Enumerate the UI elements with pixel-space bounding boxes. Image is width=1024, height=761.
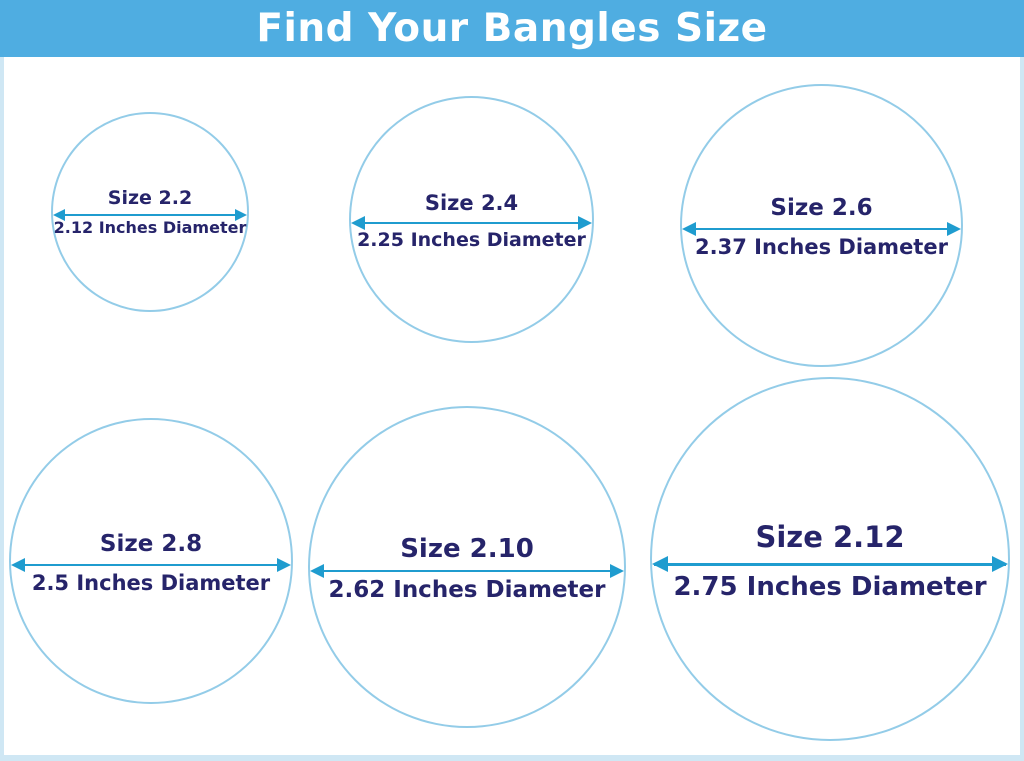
diameter-label: 2.12 Inches Diameter xyxy=(53,218,247,237)
arrowhead-right-icon xyxy=(235,209,247,221)
bangle-circle xyxy=(51,112,249,312)
diameter-label: 2.75 Inches Diameter xyxy=(673,571,987,602)
diameter-arrow xyxy=(652,556,1008,573)
arrowhead-left-icon xyxy=(652,556,668,573)
page-title: Find Your Bangles Size xyxy=(256,6,768,51)
arrowhead-right-icon xyxy=(992,556,1008,573)
size-label: Size 2.12 xyxy=(755,519,905,554)
diameter-label: 2.62 Inches Diameter xyxy=(328,577,606,604)
bangle-size-2-4: Size 2.4 2.25 Inches Diameter xyxy=(349,96,594,343)
size-label: Size 2.8 xyxy=(99,530,203,557)
diameter-label: 2.25 Inches Diameter xyxy=(357,228,586,251)
diameter-arrow xyxy=(53,209,247,221)
header-bar: Find Your Bangles Size xyxy=(0,0,1024,57)
arrowhead-right-icon xyxy=(277,557,291,572)
size-label: Size 2.4 xyxy=(424,190,519,215)
arrowhead-left-icon xyxy=(53,209,65,221)
bangle-size-2-8: Size 2.8 2.5 Inches Diameter xyxy=(9,418,293,704)
bangle-size-2-6: Size 2.6 2.37 Inches Diameter xyxy=(680,84,963,367)
diameter-arrow xyxy=(310,564,624,579)
diameter-label: 2.5 Inches Diameter xyxy=(31,570,271,595)
arrowhead-left-icon xyxy=(351,215,365,230)
arrowhead-right-icon xyxy=(578,215,592,230)
bangle-circle xyxy=(650,377,1010,741)
size-label: Size 2.6 xyxy=(770,195,873,222)
size-label: Size 2.10 xyxy=(400,533,534,564)
bangle-circle xyxy=(349,96,594,343)
bangle-size-2-2: Size 2.2 2.12 Inches Diameter xyxy=(51,112,249,312)
size-label: Size 2.2 xyxy=(107,187,193,210)
arrowhead-left-icon xyxy=(682,222,696,237)
arrowhead-left-icon xyxy=(11,557,25,572)
diameter-label: 2.37 Inches Diameter xyxy=(695,235,948,260)
bangle-circle xyxy=(308,406,626,728)
bangle-size-2-10: Size 2.10 2.62 Inches Diameter xyxy=(308,406,626,728)
diameter-arrow xyxy=(682,222,961,237)
diameter-arrow xyxy=(11,557,291,572)
bangle-circle xyxy=(680,84,963,367)
arrowhead-right-icon xyxy=(610,564,624,579)
bangle-size-chart: Size 2.2 2.12 Inches Diameter Size 2.4 2… xyxy=(0,57,1024,755)
arrowhead-left-icon xyxy=(310,564,324,579)
diameter-arrow xyxy=(351,215,592,230)
arrowhead-right-icon xyxy=(947,222,961,237)
bangle-circle xyxy=(9,418,293,704)
bangle-size-2-12: Size 2.12 2.75 Inches Diameter xyxy=(650,377,1010,741)
